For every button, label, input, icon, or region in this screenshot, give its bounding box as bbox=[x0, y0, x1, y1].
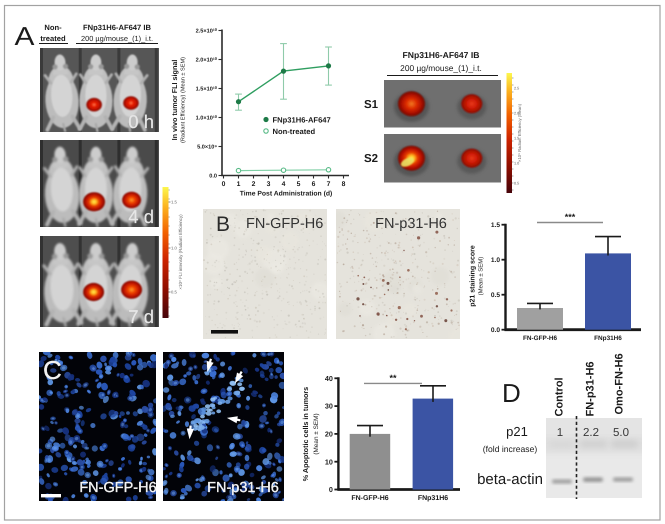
svg-text:1: 1 bbox=[557, 427, 563, 439]
svg-text:7 d: 7 d bbox=[128, 306, 154, 327]
svg-text:0.5: 0.5 bbox=[514, 182, 519, 186]
svg-text:FNp31H6: FNp31H6 bbox=[594, 335, 622, 342]
svg-text:0.5: 0.5 bbox=[171, 290, 177, 295]
svg-text:0.0: 0.0 bbox=[209, 174, 217, 180]
svg-text:FN-p31-H6: FN-p31-H6 bbox=[375, 216, 447, 232]
svg-text:200 µg/mouse_(1)_i.t.: 200 µg/mouse_(1)_i.t. bbox=[81, 34, 153, 43]
svg-text:A: A bbox=[15, 21, 36, 51]
svg-text:(Mean ± SEM): (Mean ± SEM) bbox=[478, 257, 485, 296]
svg-text:***: *** bbox=[565, 212, 576, 222]
svg-text:30: 30 bbox=[325, 402, 333, 411]
svg-text:×10⁹ FLI intensity (Radiant Ef: ×10⁹ FLI intensity (Radiant Efficiency) bbox=[178, 214, 183, 290]
svg-text:C: C bbox=[43, 355, 62, 385]
svg-text:(Mean ± SEM): (Mean ± SEM) bbox=[313, 413, 320, 454]
svg-text:% Apoptotic cells in tumors: % Apoptotic cells in tumors bbox=[301, 387, 310, 481]
svg-text:FN-GFP-H6: FN-GFP-H6 bbox=[523, 335, 558, 342]
svg-text:FNp31H6-AF647 IB: FNp31H6-AF647 IB bbox=[83, 23, 151, 32]
svg-text:B: B bbox=[216, 213, 230, 236]
svg-text:1.0: 1.0 bbox=[491, 257, 500, 264]
svg-text:p21: p21 bbox=[506, 424, 528, 439]
svg-text:Time Post Administration (d): Time Post Administration (d) bbox=[240, 191, 333, 198]
svg-text:treated: treated bbox=[40, 34, 66, 43]
svg-text:1.5×10¹⁰: 1.5×10¹⁰ bbox=[196, 86, 218, 93]
svg-text:FN-GFP-H6: FN-GFP-H6 bbox=[79, 480, 156, 496]
svg-text:0: 0 bbox=[329, 485, 333, 494]
svg-text:Control: Control bbox=[554, 377, 566, 416]
svg-text:1.5: 1.5 bbox=[171, 200, 177, 205]
svg-text:0.5: 0.5 bbox=[491, 292, 500, 299]
svg-text:FN-GFP-H6: FN-GFP-H6 bbox=[351, 495, 388, 502]
svg-text:1.5: 1.5 bbox=[514, 137, 519, 141]
svg-text:Non-treated: Non-treated bbox=[273, 127, 316, 136]
svg-text:200 µg/mouse_(1)_i.t.: 200 µg/mouse_(1)_i.t. bbox=[400, 63, 482, 73]
svg-text:40: 40 bbox=[325, 374, 333, 383]
svg-text:5.0: 5.0 bbox=[613, 427, 629, 439]
svg-text:(Radiant Efficiency) (Mean ± S: (Radiant Efficiency) (Mean ± SEM) bbox=[180, 57, 187, 143]
svg-text:1.5: 1.5 bbox=[491, 222, 500, 229]
svg-text:4 d: 4 d bbox=[128, 206, 154, 227]
svg-text:1.0×10¹⁰: 1.0×10¹⁰ bbox=[196, 115, 218, 122]
svg-text:2.0×10¹⁰: 2.0×10¹⁰ bbox=[196, 57, 218, 64]
svg-text:4: 4 bbox=[282, 181, 286, 188]
svg-text:Non-: Non- bbox=[44, 23, 62, 32]
svg-text:Omo-FN-H6: Omo-FN-H6 bbox=[614, 353, 626, 414]
svg-text:FN-GFP-H6: FN-GFP-H6 bbox=[246, 216, 323, 232]
svg-text:2.2: 2.2 bbox=[583, 427, 599, 439]
svg-text:1.0: 1.0 bbox=[514, 162, 519, 166]
svg-text:1.0: 1.0 bbox=[171, 246, 177, 251]
svg-text:FNp31H6: FNp31H6 bbox=[418, 495, 448, 502]
svg-text:FN-p31-H6: FN-p31-H6 bbox=[585, 361, 597, 416]
svg-text:2: 2 bbox=[252, 181, 256, 188]
svg-text:2.0: 2.0 bbox=[514, 112, 519, 116]
svg-text:FN-p31-H6: FN-p31-H6 bbox=[207, 480, 279, 496]
svg-text:3: 3 bbox=[267, 181, 271, 188]
svg-text:beta-actin: beta-actin bbox=[477, 471, 543, 488]
svg-text:FNp31H6-AF647 IB: FNp31H6-AF647 IB bbox=[403, 50, 480, 60]
svg-text:10: 10 bbox=[325, 457, 333, 466]
svg-text:2.5×10¹⁰: 2.5×10¹⁰ bbox=[196, 28, 218, 35]
svg-text:5.0×10⁹: 5.0×10⁹ bbox=[197, 145, 217, 151]
svg-text:8: 8 bbox=[342, 181, 346, 188]
svg-text:In vivo tumor FLI signal: In vivo tumor FLI signal bbox=[170, 60, 179, 141]
svg-text:p21 staining score: p21 staining score bbox=[469, 245, 477, 307]
svg-text:5: 5 bbox=[297, 181, 301, 188]
svg-text:×10⁹ Radiant Efficiency (Mean): ×10⁹ Radiant Efficiency (Mean) bbox=[517, 103, 522, 162]
svg-text:1: 1 bbox=[237, 181, 241, 188]
svg-text:(fold increase): (fold increase) bbox=[483, 444, 538, 454]
svg-text:0 h: 0 h bbox=[128, 111, 154, 132]
svg-text:6: 6 bbox=[312, 181, 316, 188]
svg-text:S2: S2 bbox=[364, 153, 378, 165]
svg-text:**: ** bbox=[389, 373, 397, 383]
svg-text:D: D bbox=[502, 378, 521, 408]
svg-text:0: 0 bbox=[222, 181, 226, 188]
svg-text:0.0: 0.0 bbox=[491, 327, 500, 334]
svg-text:7: 7 bbox=[327, 181, 331, 188]
svg-text:S1: S1 bbox=[364, 99, 379, 111]
svg-text:20: 20 bbox=[325, 430, 333, 439]
svg-text:2.5: 2.5 bbox=[514, 87, 519, 91]
svg-text:FNp31H6-AF647: FNp31H6-AF647 bbox=[273, 116, 331, 125]
